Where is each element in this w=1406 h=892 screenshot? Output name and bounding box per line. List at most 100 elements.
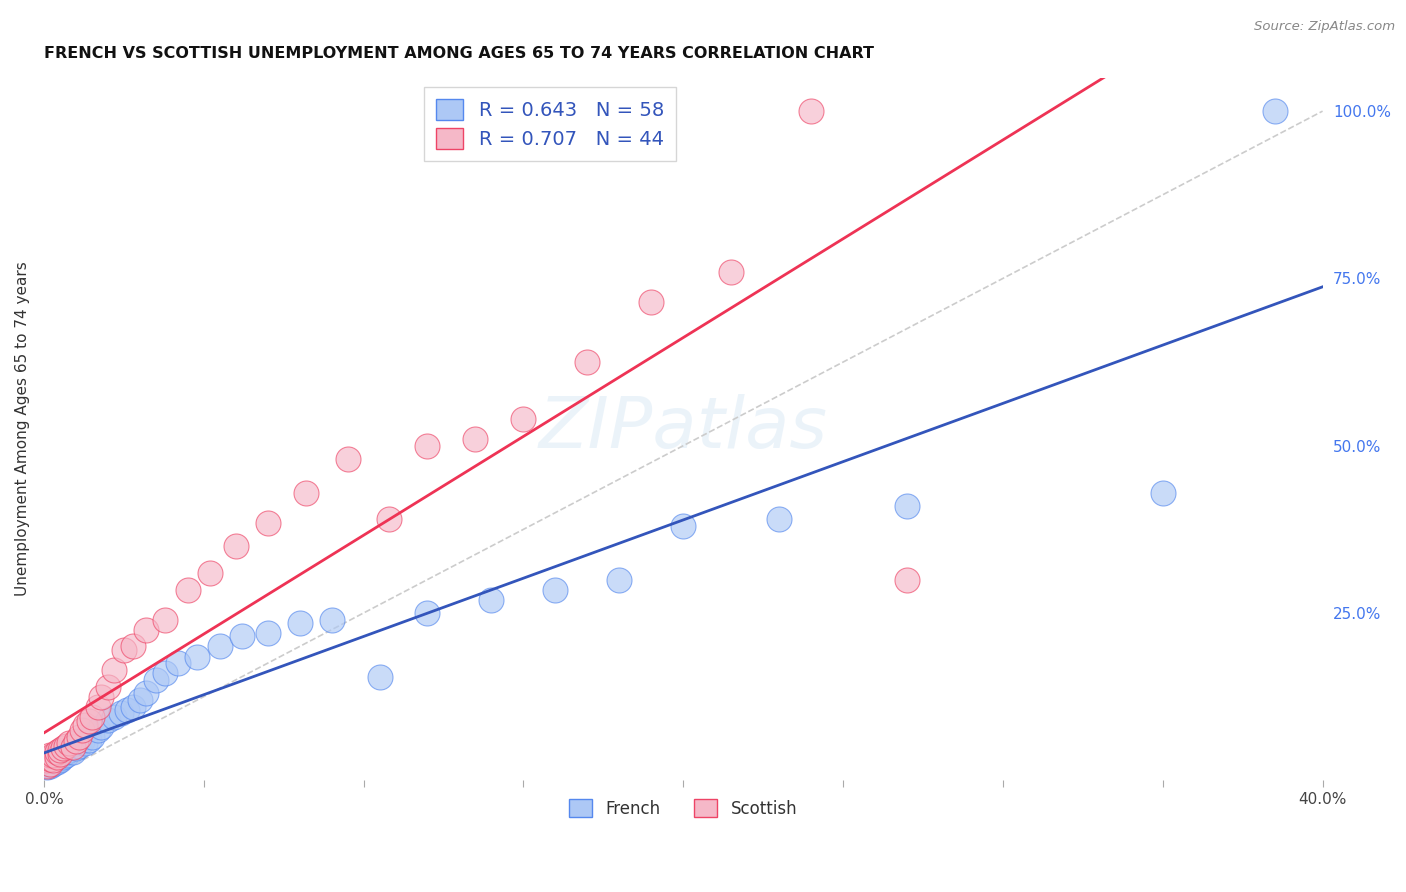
Point [49, 747, 72, 761]
Point [416, 606, 439, 620]
Point [231, 629, 253, 643]
Point [155, 666, 177, 681]
Point [87, 699, 110, 714]
Text: ZIPatlas: ZIPatlas [538, 394, 828, 464]
Text: Source: ZipAtlas.com: Source: ZipAtlas.com [1254, 20, 1395, 33]
Point [52, 747, 75, 761]
Point [896, 573, 918, 587]
Point [70, 734, 93, 748]
Point [77, 714, 100, 729]
Point [39, 752, 62, 766]
Point [42, 747, 65, 762]
Point [97, 680, 120, 694]
Point [103, 663, 125, 677]
Point [49, 752, 72, 766]
Point [720, 265, 742, 279]
Point [90, 690, 112, 704]
Point [135, 686, 157, 700]
Point [1264, 104, 1286, 119]
Point [52, 750, 75, 764]
Point [67, 730, 90, 744]
Point [295, 485, 318, 500]
Point [87, 723, 110, 738]
Point [576, 355, 599, 369]
Point [1152, 485, 1174, 500]
Point [544, 582, 567, 597]
Point [45, 755, 67, 769]
Text: FRENCH VS SCOTTISH UNEMPLOYMENT AMONG AGES 65 TO 74 YEARS CORRELATION CHART: FRENCH VS SCOTTISH UNEMPLOYMENT AMONG AG… [44, 46, 875, 62]
Point [65, 734, 87, 748]
Point [55, 739, 77, 753]
Point [186, 649, 208, 664]
Point [65, 737, 87, 751]
Point [75, 718, 97, 732]
Point [103, 710, 125, 724]
Point [65, 741, 87, 756]
Point [640, 294, 662, 309]
Point [90, 720, 112, 734]
Point [39, 758, 62, 772]
Point [55, 747, 77, 762]
Point [378, 512, 401, 526]
Point [42, 755, 65, 769]
Point [256, 516, 278, 530]
Point [42, 752, 65, 766]
Point [155, 613, 177, 627]
Point [80, 710, 103, 724]
Point [256, 626, 278, 640]
Point [70, 723, 93, 738]
Point [122, 640, 145, 654]
Point [42, 756, 65, 771]
Point [39, 747, 62, 762]
Point [416, 439, 439, 453]
Point [35, 758, 58, 772]
Point [128, 693, 150, 707]
Point [42, 750, 65, 764]
Legend: French, Scottish: French, Scottish [562, 793, 804, 825]
Point [208, 640, 231, 654]
Point [35, 753, 58, 767]
Point [67, 739, 90, 753]
Point [607, 573, 630, 587]
Point [45, 753, 67, 767]
Point [49, 753, 72, 767]
Point [45, 750, 67, 764]
Point [177, 582, 200, 597]
Point [75, 737, 97, 751]
Point [896, 499, 918, 513]
Point [39, 755, 62, 769]
Point [49, 747, 72, 762]
Point [167, 656, 190, 670]
Point [512, 412, 534, 426]
Point [49, 743, 72, 757]
Point [58, 743, 80, 757]
Point [45, 745, 67, 759]
Point [62, 739, 84, 754]
Point [97, 713, 120, 727]
Point [35, 760, 58, 774]
Point [122, 699, 145, 714]
Point [145, 673, 167, 687]
Point [39, 752, 62, 766]
Point [225, 539, 247, 553]
Point [110, 706, 132, 721]
Point [800, 104, 823, 119]
Point [135, 623, 157, 637]
Point [112, 642, 135, 657]
Y-axis label: Unemployment Among Ages 65 to 74 years: Unemployment Among Ages 65 to 74 years [15, 261, 30, 597]
Point [80, 730, 103, 744]
Point [321, 613, 343, 627]
Point [198, 566, 221, 580]
Point [35, 753, 58, 767]
Point [42, 753, 65, 767]
Point [39, 756, 62, 771]
Point [55, 745, 77, 759]
Point [39, 756, 62, 771]
Point [77, 733, 100, 747]
Point [464, 432, 486, 446]
Point [115, 703, 138, 717]
Point [35, 756, 58, 771]
Point [368, 669, 391, 683]
Point [288, 615, 311, 630]
Point [336, 452, 359, 467]
